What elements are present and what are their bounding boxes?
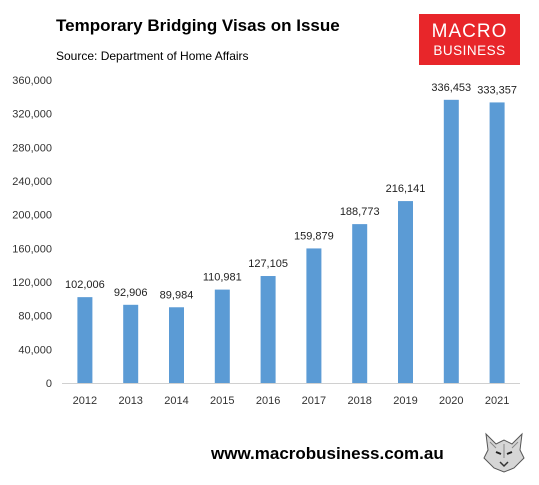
y-tick-label: 240,000 (12, 176, 52, 188)
x-tick-label-2018: 2018 (347, 395, 371, 407)
y-tick-label: 80,000 (18, 311, 52, 323)
bar-2017 (306, 248, 322, 383)
data-label-2019: 216,141 (386, 183, 426, 195)
bar-chart: 0 40,000 80,000 120,000 160,000 200,000 240,00… (12, 75, 520, 407)
website-url: www.macrobusiness.com.au (211, 444, 444, 463)
x-tick-label-2013: 2013 (118, 395, 142, 407)
data-label-2016: 127,105 (248, 258, 288, 270)
wolf-head-icon (480, 430, 528, 474)
y-tick-label: 160,000 (12, 243, 52, 255)
x-tick-label-2020: 2020 (439, 395, 463, 407)
x-tick-label-2017: 2017 (302, 395, 326, 407)
y-tick-label: 0 (46, 378, 52, 390)
data-label-2013: 92,906 (114, 287, 148, 299)
y-tick-label: 40,000 (18, 344, 52, 356)
x-tick-label-2019: 2019 (393, 395, 417, 407)
data-label-2021: 333,357 (477, 84, 517, 96)
y-tick-label: 280,000 (12, 142, 52, 154)
macrobusiness-logo: MACRO BUSINESS (419, 14, 520, 65)
data-label-2017: 159,879 (294, 230, 334, 242)
bar-2015 (214, 289, 230, 383)
x-tick-label-2014: 2014 (164, 395, 188, 407)
chart-source: Source: Department of Home Affairs (56, 49, 249, 63)
bar-2014 (169, 307, 184, 383)
x-tick-label-2021: 2021 (485, 395, 509, 407)
bar-2016 (260, 276, 276, 383)
logo-line1: MACRO (431, 20, 508, 42)
bar-2020 (443, 99, 459, 383)
bar-2018 (352, 224, 368, 383)
logo-line2: BUSINESS (433, 42, 506, 58)
data-label-2015: 110,981 (203, 272, 242, 284)
y-tick-label: 120,000 (12, 277, 52, 289)
y-tick-label: 200,000 (12, 210, 52, 222)
x-tick-label-2016: 2016 (256, 395, 280, 407)
y-tick-label: 360,000 (12, 75, 52, 87)
bar-2021 (489, 102, 505, 383)
x-tick-label-2015: 2015 (210, 395, 234, 407)
bar-2012 (77, 297, 93, 383)
data-label-2014: 89,984 (160, 289, 194, 301)
data-label-2020: 336,453 (431, 82, 471, 94)
bar-2013 (123, 304, 139, 383)
y-tick-label: 320,000 (12, 109, 52, 121)
data-label-2018: 188,773 (340, 206, 380, 218)
x-tick-label-2012: 2012 (73, 395, 97, 407)
bar-2019 (398, 201, 413, 383)
data-label-2012: 102,006 (65, 279, 105, 291)
chart-title: Temporary Bridging Visas on Issue (56, 16, 340, 35)
